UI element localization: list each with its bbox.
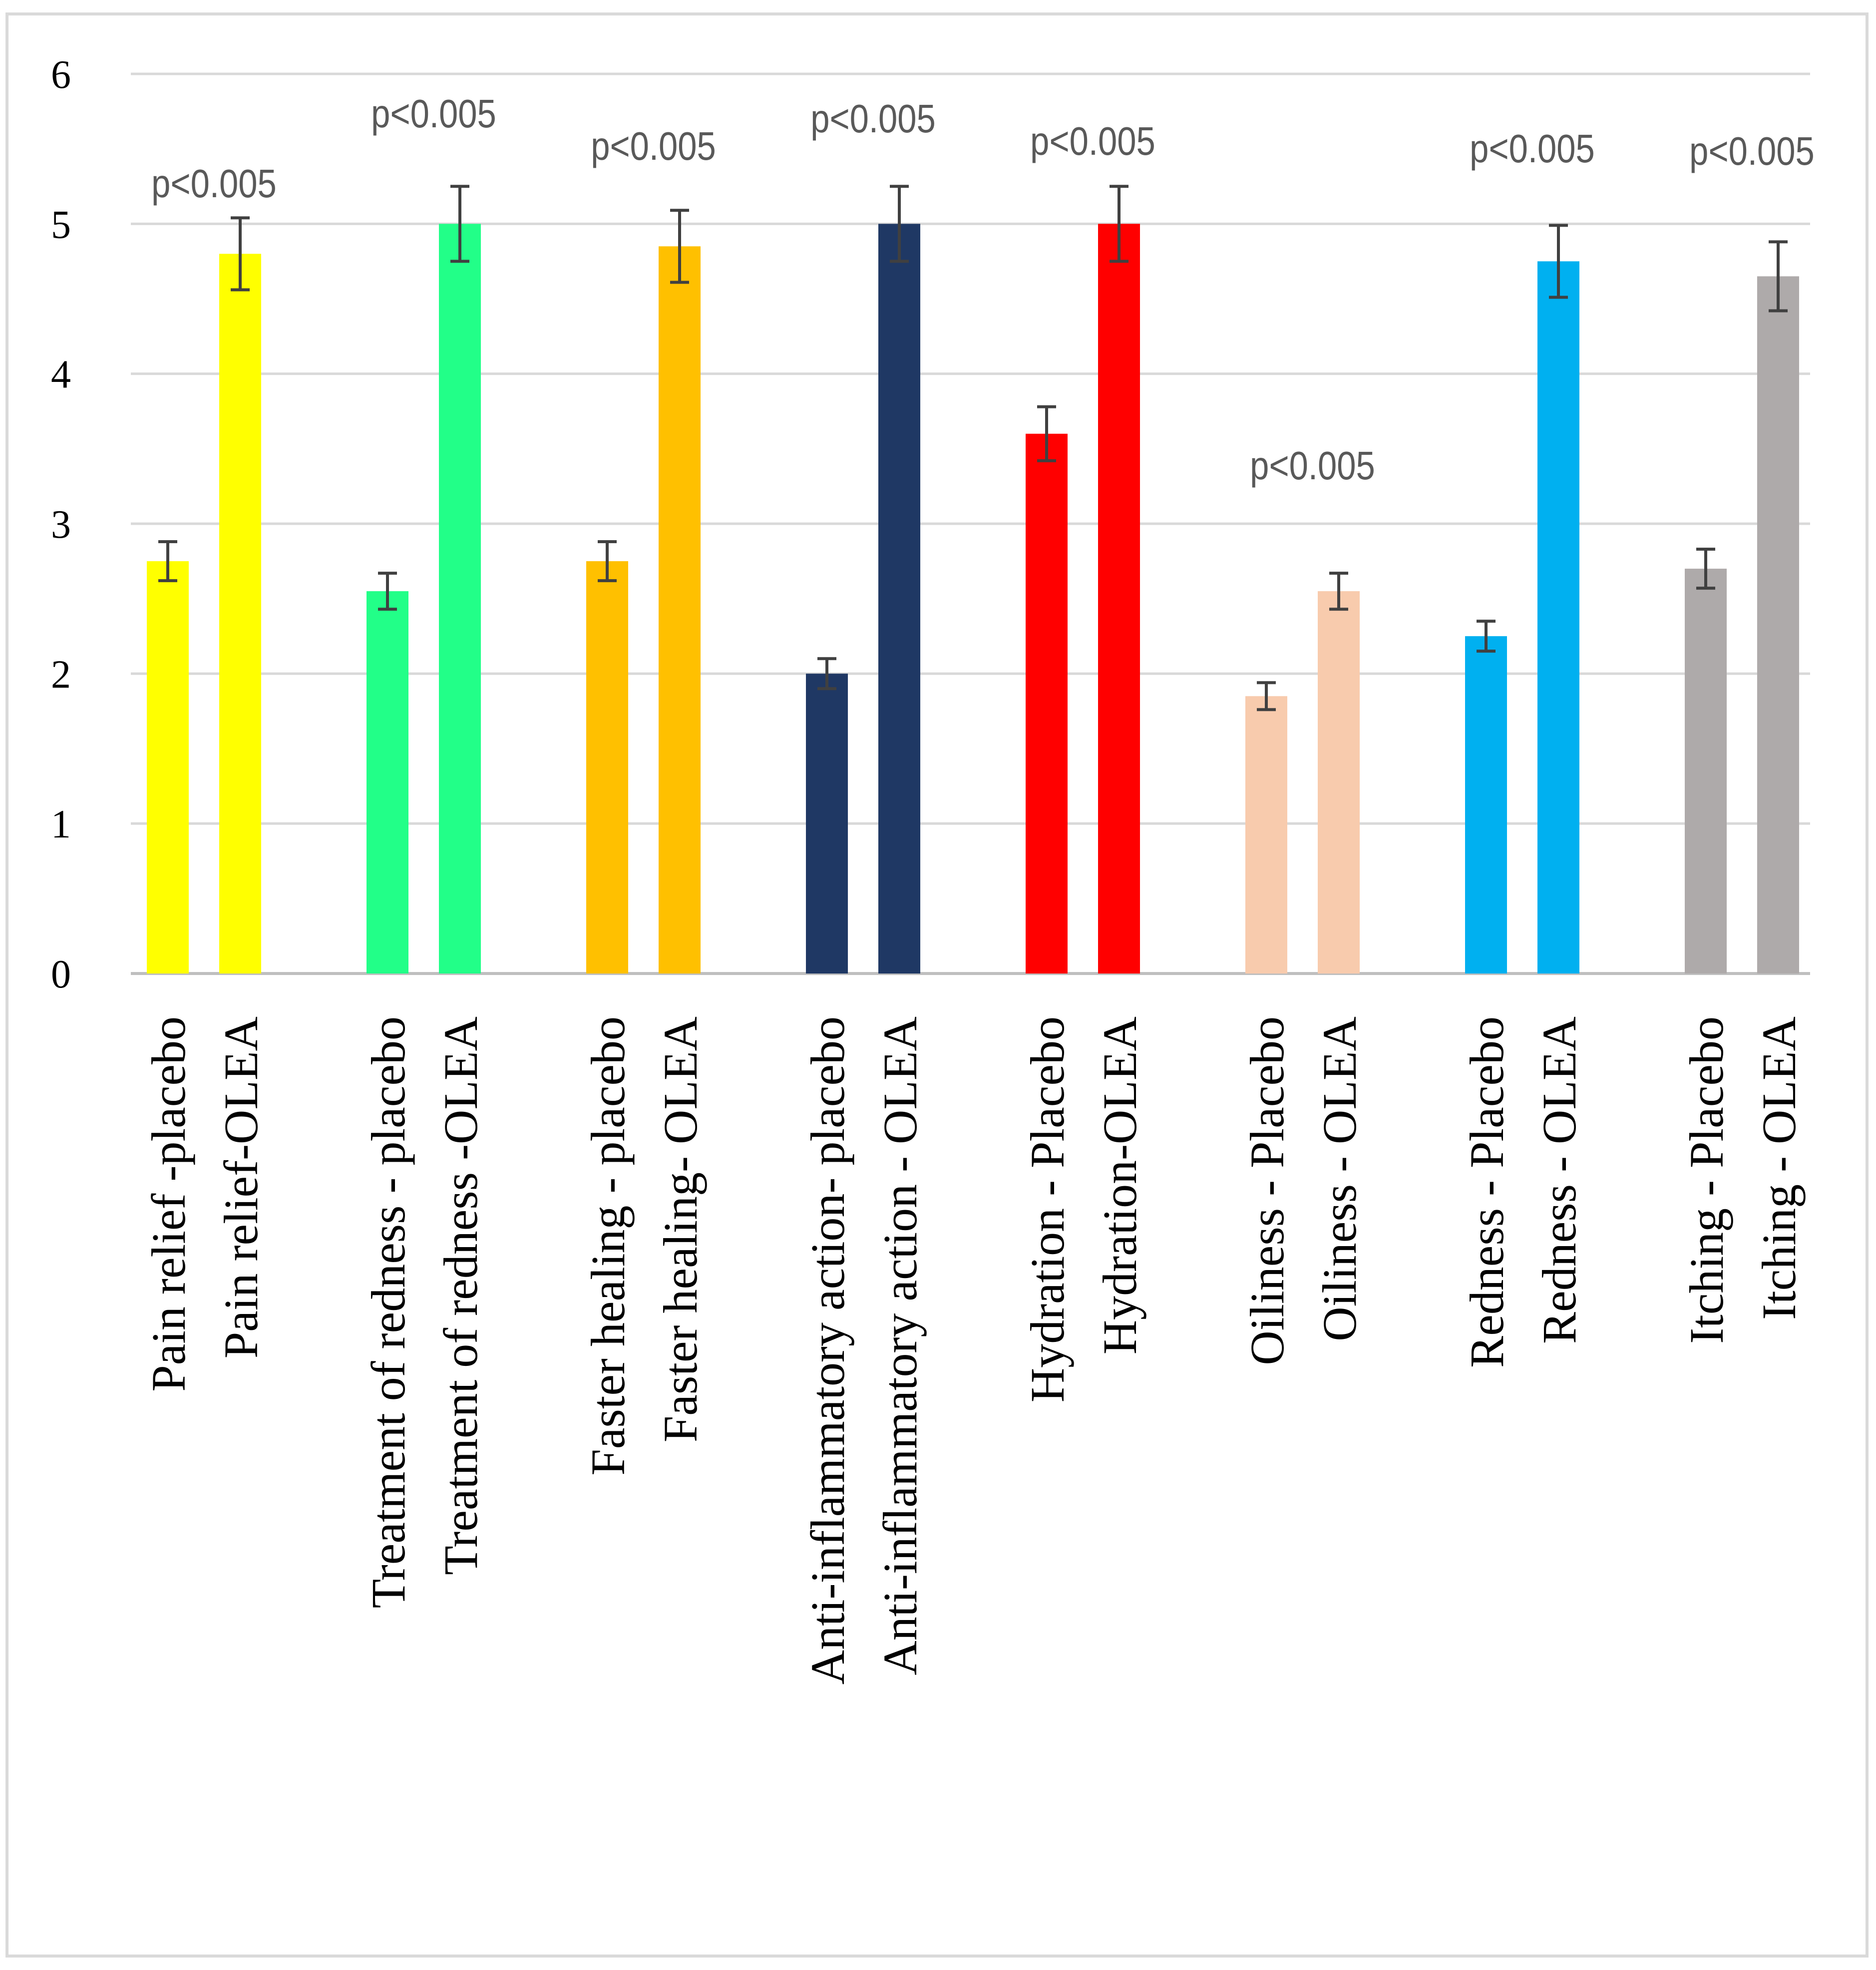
x-tick-label: Oiliness - Placebo: [1240, 1016, 1294, 1365]
bar: [1026, 433, 1068, 974]
x-tick-label: Faster healing- OLEA: [654, 1016, 707, 1442]
p-value-annotation: p<0.005: [1030, 118, 1155, 163]
x-tick-label: Oiliness - OLEA: [1313, 1016, 1366, 1341]
bar: [1098, 224, 1140, 974]
bar: [1318, 591, 1360, 974]
x-tick-label: Itching - Placebo: [1680, 1016, 1733, 1344]
bar: [806, 673, 848, 974]
bar: [1537, 261, 1579, 974]
y-tick-label: 5: [51, 203, 71, 247]
bar: [1685, 569, 1727, 974]
x-tick-label: Hydration - Placebo: [1021, 1016, 1074, 1402]
x-tick-label: Anti-inflammatory action- placebo: [801, 1016, 854, 1684]
bar: [367, 591, 408, 974]
bar: [1465, 636, 1507, 974]
y-tick-label: 3: [51, 503, 71, 547]
y-tick-label: 0: [51, 953, 71, 996]
x-tick-label: Treatment of redness - placebo: [362, 1016, 415, 1608]
x-tick-label: Itching - OLEA: [1752, 1016, 1806, 1320]
y-tick-label: 2: [51, 653, 71, 696]
bar: [147, 561, 189, 974]
bar: [659, 246, 701, 974]
x-tick-label: Pain relief-OLEA: [214, 1016, 268, 1358]
p-value-annotation: p<0.005: [810, 96, 936, 141]
x-tick-label: Anti-inflammatory action - OLEA: [873, 1016, 927, 1675]
y-tick-label: 4: [51, 353, 71, 397]
p-value-annotation: p<0.005: [1470, 126, 1595, 171]
p-value-annotation: p<0.005: [1689, 128, 1815, 173]
p-value-annotation: p<0.005: [151, 161, 277, 206]
bar: [219, 254, 261, 974]
chart-border: [5, 12, 1869, 1958]
p-value-annotation: p<0.005: [1250, 443, 1375, 488]
bar: [1757, 276, 1799, 974]
bar: [1245, 696, 1287, 974]
x-tick-label: Redness - Placebo: [1460, 1016, 1513, 1368]
x-tick-label: Pain relief -placebo: [142, 1016, 195, 1392]
y-tick-label: 6: [51, 53, 71, 97]
bar: [878, 224, 920, 974]
x-tick-label: Faster healing - placebo: [581, 1016, 635, 1476]
p-value-annotation: p<0.005: [371, 91, 496, 136]
y-tick-label: 1: [51, 803, 71, 847]
bar: [586, 561, 628, 974]
bar: [439, 224, 481, 974]
x-tick-label: Treatment of redness -OLEA: [434, 1016, 487, 1575]
p-value-annotation: p<0.005: [591, 123, 716, 168]
x-tick-label: Hydration-OLEA: [1093, 1016, 1146, 1354]
x-tick-label: Redness - OLEA: [1532, 1016, 1586, 1344]
